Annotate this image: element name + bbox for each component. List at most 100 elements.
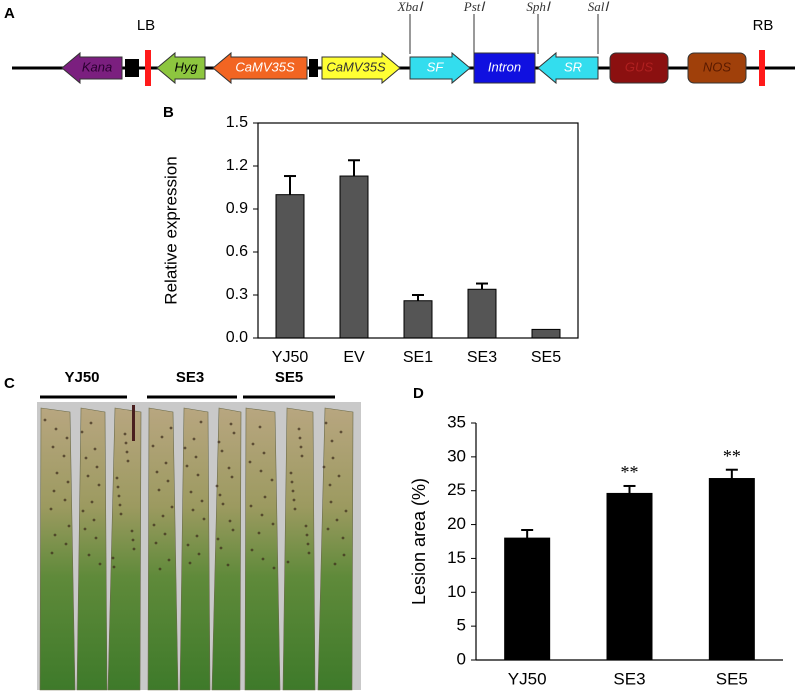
lesion-spot	[326, 527, 330, 531]
lesion-spot	[170, 505, 174, 509]
lesion-spot	[259, 469, 263, 473]
lesion-spot	[189, 490, 193, 494]
lesion-spot	[52, 489, 56, 493]
y-tick-label: 0.3	[226, 286, 248, 303]
lesion-spot	[339, 430, 343, 434]
lesion-spot	[263, 495, 267, 499]
leaf	[179, 407, 211, 691]
lesion-spot	[215, 484, 219, 488]
lesion-spot	[93, 447, 97, 451]
construct-arrow	[156, 51, 206, 85]
lesion-spot	[342, 553, 346, 557]
lesion-spot	[67, 524, 71, 528]
lesion-spot	[230, 475, 234, 479]
lesion-spot	[322, 465, 326, 469]
lesion-spot	[272, 566, 276, 570]
lesion-spot	[202, 517, 206, 521]
lesion-spot	[183, 446, 187, 450]
construct-arrow	[537, 51, 599, 85]
x-tick-label: EV	[343, 349, 365, 366]
lesion-spot	[231, 528, 235, 532]
site-label: XbaⅠ	[397, 0, 424, 14]
lesion-spot	[112, 565, 116, 569]
panel-label: B	[163, 104, 174, 121]
construct-arrow	[61, 51, 123, 85]
leaf	[282, 407, 316, 691]
lesion-spot	[293, 507, 297, 511]
bar	[403, 300, 433, 339]
lesion-spot	[152, 523, 156, 527]
lesion-spot	[307, 551, 311, 555]
lesion-spot	[130, 529, 134, 533]
lesion-spot	[154, 541, 158, 545]
construct-box	[609, 52, 669, 84]
x-tick-label: YJ50	[508, 669, 547, 688]
lesion-spot	[304, 524, 308, 528]
lesion-spot	[305, 533, 309, 537]
lesion-spot	[221, 502, 225, 506]
bar	[275, 194, 305, 339]
lesion-spot	[290, 480, 294, 484]
border-bar	[145, 50, 151, 86]
lesion-spot	[199, 420, 203, 424]
lesion-spot	[335, 518, 339, 522]
construct-label: Kana	[82, 59, 112, 74]
lesion-spot	[86, 474, 90, 478]
lesion-spot	[228, 519, 232, 523]
lesion-spot	[126, 459, 130, 463]
construct-label: Hyg	[174, 59, 198, 74]
y-tick-label: 35	[447, 412, 466, 431]
lesion-spot	[197, 552, 201, 556]
lesion-spot	[219, 546, 223, 550]
lesion-spot	[297, 427, 301, 431]
y-tick-label: 0	[457, 649, 466, 668]
lesion-spot	[90, 500, 94, 504]
y-tick-label: 1.2	[226, 157, 248, 174]
leaf-photo	[39, 407, 354, 691]
lesion-spot	[80, 430, 84, 434]
site-label: PstⅠ	[463, 0, 486, 14]
lesion-spot	[98, 562, 102, 566]
lesion-spot	[65, 436, 69, 440]
lesion-spot	[218, 493, 222, 497]
lesion-spot	[125, 450, 129, 454]
lesion-spot	[250, 548, 254, 552]
lesion-spot	[155, 470, 159, 474]
border-bar	[759, 50, 765, 86]
construct-arrow	[409, 51, 471, 85]
lesion-spot	[200, 499, 204, 503]
lesion-spot	[163, 532, 167, 536]
y-tick-label: 25	[447, 480, 466, 499]
lesion-spot	[192, 437, 196, 441]
site-label: SphⅠ	[526, 0, 551, 14]
lesion-spot	[333, 562, 337, 566]
lesion-spot	[292, 498, 296, 502]
construct-box	[473, 52, 536, 84]
bar	[606, 492, 653, 661]
site-label: SalⅠ	[588, 0, 610, 14]
lesion-spot	[92, 518, 96, 522]
lesion-spot	[166, 479, 170, 483]
lesion-spot	[328, 483, 332, 487]
construct-arrow	[321, 51, 401, 85]
lesion-spot	[66, 480, 70, 484]
lesion-spot	[63, 498, 67, 502]
lesion-spot	[331, 456, 335, 460]
lesion-spot	[226, 563, 230, 567]
y-axis-title: Relative expression	[161, 156, 180, 304]
lesion-spot	[50, 551, 54, 555]
construct-label: SR	[564, 59, 582, 74]
leaf	[76, 407, 108, 691]
lesion-spot	[158, 567, 162, 571]
significance-label: **	[621, 462, 639, 482]
lesion-spot	[260, 513, 264, 517]
group-label: SE3	[176, 369, 204, 386]
lesion-spot	[229, 422, 233, 426]
panel-label: D	[413, 385, 424, 402]
spacer-block	[309, 59, 318, 77]
lesion-spot	[157, 488, 161, 492]
scale-bar	[132, 405, 135, 441]
lesion-spot	[248, 460, 252, 464]
lesion-spot	[262, 451, 266, 455]
x-tick-label: YJ50	[272, 349, 309, 366]
